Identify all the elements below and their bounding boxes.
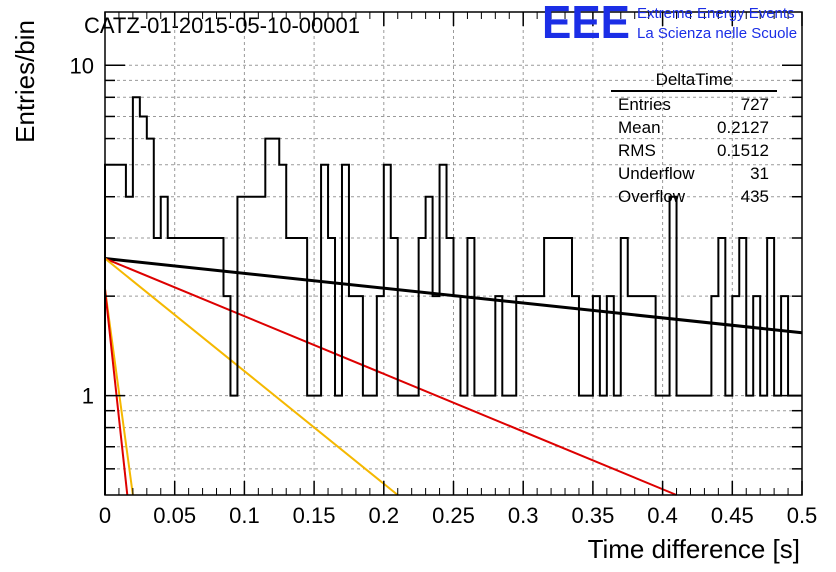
x-tick-label: 0.05	[153, 503, 196, 528]
y-tick-label: 10	[70, 53, 94, 78]
fit-line	[104, 257, 677, 496]
x-tick-label: 0.25	[432, 503, 475, 528]
stats-value: 435	[741, 187, 769, 206]
stats-value: 0.1512	[717, 141, 769, 160]
chart-title: CATZ-01-2015-05-10-00001	[84, 13, 360, 38]
histogram	[104, 96, 802, 495]
histogram-steps	[104, 96, 802, 495]
y-axis-title: Entries/bin	[10, 20, 40, 143]
x-tick-label: 0.4	[647, 503, 678, 528]
stats-rows: Entries 727 Mean 0.2127 RMS 0.1512 Underflow 31…	[618, 95, 769, 206]
x-tick-label: 0.15	[293, 503, 336, 528]
logo-line-2: La Scienza nelle Scuole	[637, 25, 797, 42]
x-tick-label: 0	[99, 503, 111, 528]
y-tick-label: 1	[82, 384, 94, 409]
stats-value: 727	[741, 95, 769, 114]
stats-value: 31	[750, 164, 769, 183]
axis-ticks: 0 0.05 0.1 0.15 0.2 0.25 0.3 0.35 0.4 0.45 0.5 1 10	[70, 12, 818, 528]
stats-label: RMS	[618, 141, 656, 160]
x-tick-label: 0.45	[711, 503, 754, 528]
stats-box: DeltaTime Entries 727 Mean 0.2127 RMS 0.1512 U…	[611, 70, 777, 206]
stats-label: Mean	[618, 118, 661, 137]
stats-label: Entries	[618, 95, 671, 114]
fit-line	[104, 257, 399, 496]
stats-title: DeltaTime	[656, 70, 733, 89]
x-tick-label: 0.2	[369, 503, 400, 528]
stats-value: 0.2127	[717, 118, 769, 137]
x-axis-title: Time difference [s]	[588, 534, 800, 564]
x-tick-label: 0.1	[229, 503, 260, 528]
x-tick-label: 0.35	[571, 503, 614, 528]
fit-line	[104, 289, 129, 496]
stats-label: Underflow	[618, 164, 695, 183]
logo-line-1: Extreme Energy Events	[637, 5, 795, 22]
x-tick-label: 0.3	[508, 503, 539, 528]
x-tick-label: 0.5	[787, 503, 818, 528]
stats-label: Overflow	[618, 187, 686, 206]
eee-logo-mark: EEE	[542, 0, 630, 48]
